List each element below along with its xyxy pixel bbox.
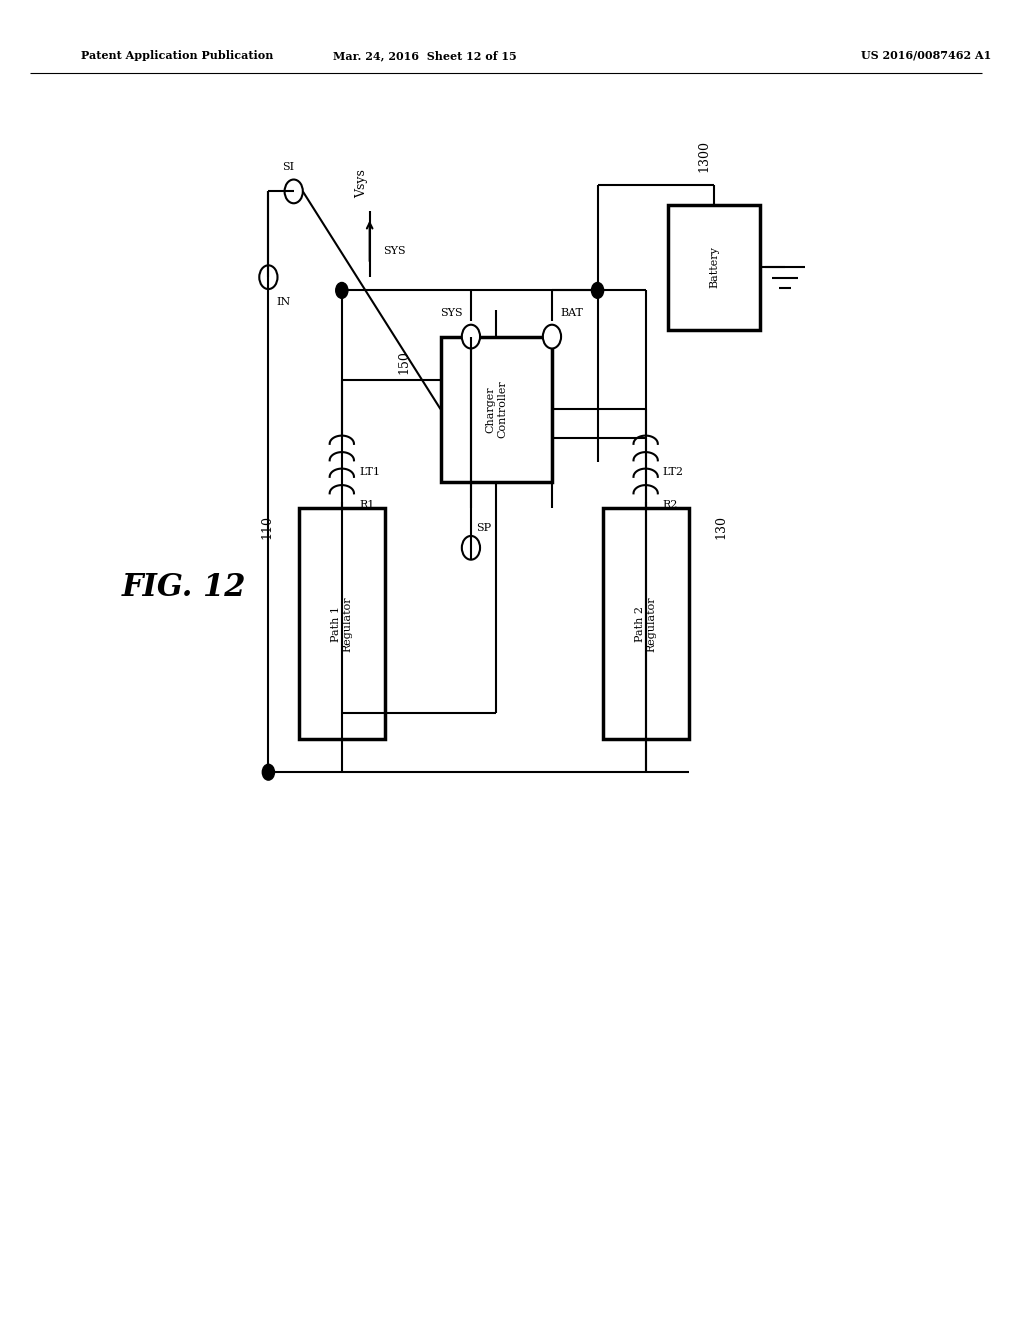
Bar (669, 205, 760, 330)
Text: IN: IN (276, 297, 291, 308)
Text: US 2016/0087462 A1: US 2016/0087462 A1 (861, 50, 991, 61)
Bar (440, 337, 552, 482)
Circle shape (259, 265, 278, 289)
Text: BAT: BAT (560, 308, 583, 318)
Circle shape (592, 282, 603, 298)
Text: Patent Application Publication: Patent Application Publication (81, 50, 273, 61)
Text: Charger
Controller: Charger Controller (485, 380, 507, 438)
Circle shape (543, 325, 561, 348)
Text: Battery: Battery (709, 247, 719, 288)
Circle shape (336, 282, 348, 298)
Text: LT1: LT1 (359, 467, 380, 477)
Text: 130: 130 (714, 515, 727, 539)
Circle shape (285, 180, 303, 203)
Text: Path 2
Regulator: Path 2 Regulator (635, 595, 656, 652)
Circle shape (462, 536, 480, 560)
Text: Mar. 24, 2016  Sheet 12 of 15: Mar. 24, 2016 Sheet 12 of 15 (334, 50, 517, 61)
Text: Path 1
Regulator: Path 1 Regulator (331, 595, 352, 652)
Bar (602, 508, 689, 739)
Text: Vsys: Vsys (355, 169, 368, 198)
Text: SYS: SYS (383, 246, 406, 256)
Text: 1300: 1300 (697, 140, 711, 172)
Text: LT2: LT2 (663, 467, 684, 477)
Circle shape (462, 325, 480, 348)
Text: SP: SP (476, 523, 492, 533)
Circle shape (262, 764, 274, 780)
Text: R2: R2 (663, 500, 678, 510)
Text: FIG. 12: FIG. 12 (122, 572, 246, 603)
Text: SI: SI (283, 161, 295, 172)
Text: SYS: SYS (440, 308, 463, 318)
Text: R1: R1 (359, 500, 375, 510)
Text: 110: 110 (260, 515, 273, 539)
Text: 150: 150 (397, 350, 411, 374)
Bar (299, 508, 385, 739)
